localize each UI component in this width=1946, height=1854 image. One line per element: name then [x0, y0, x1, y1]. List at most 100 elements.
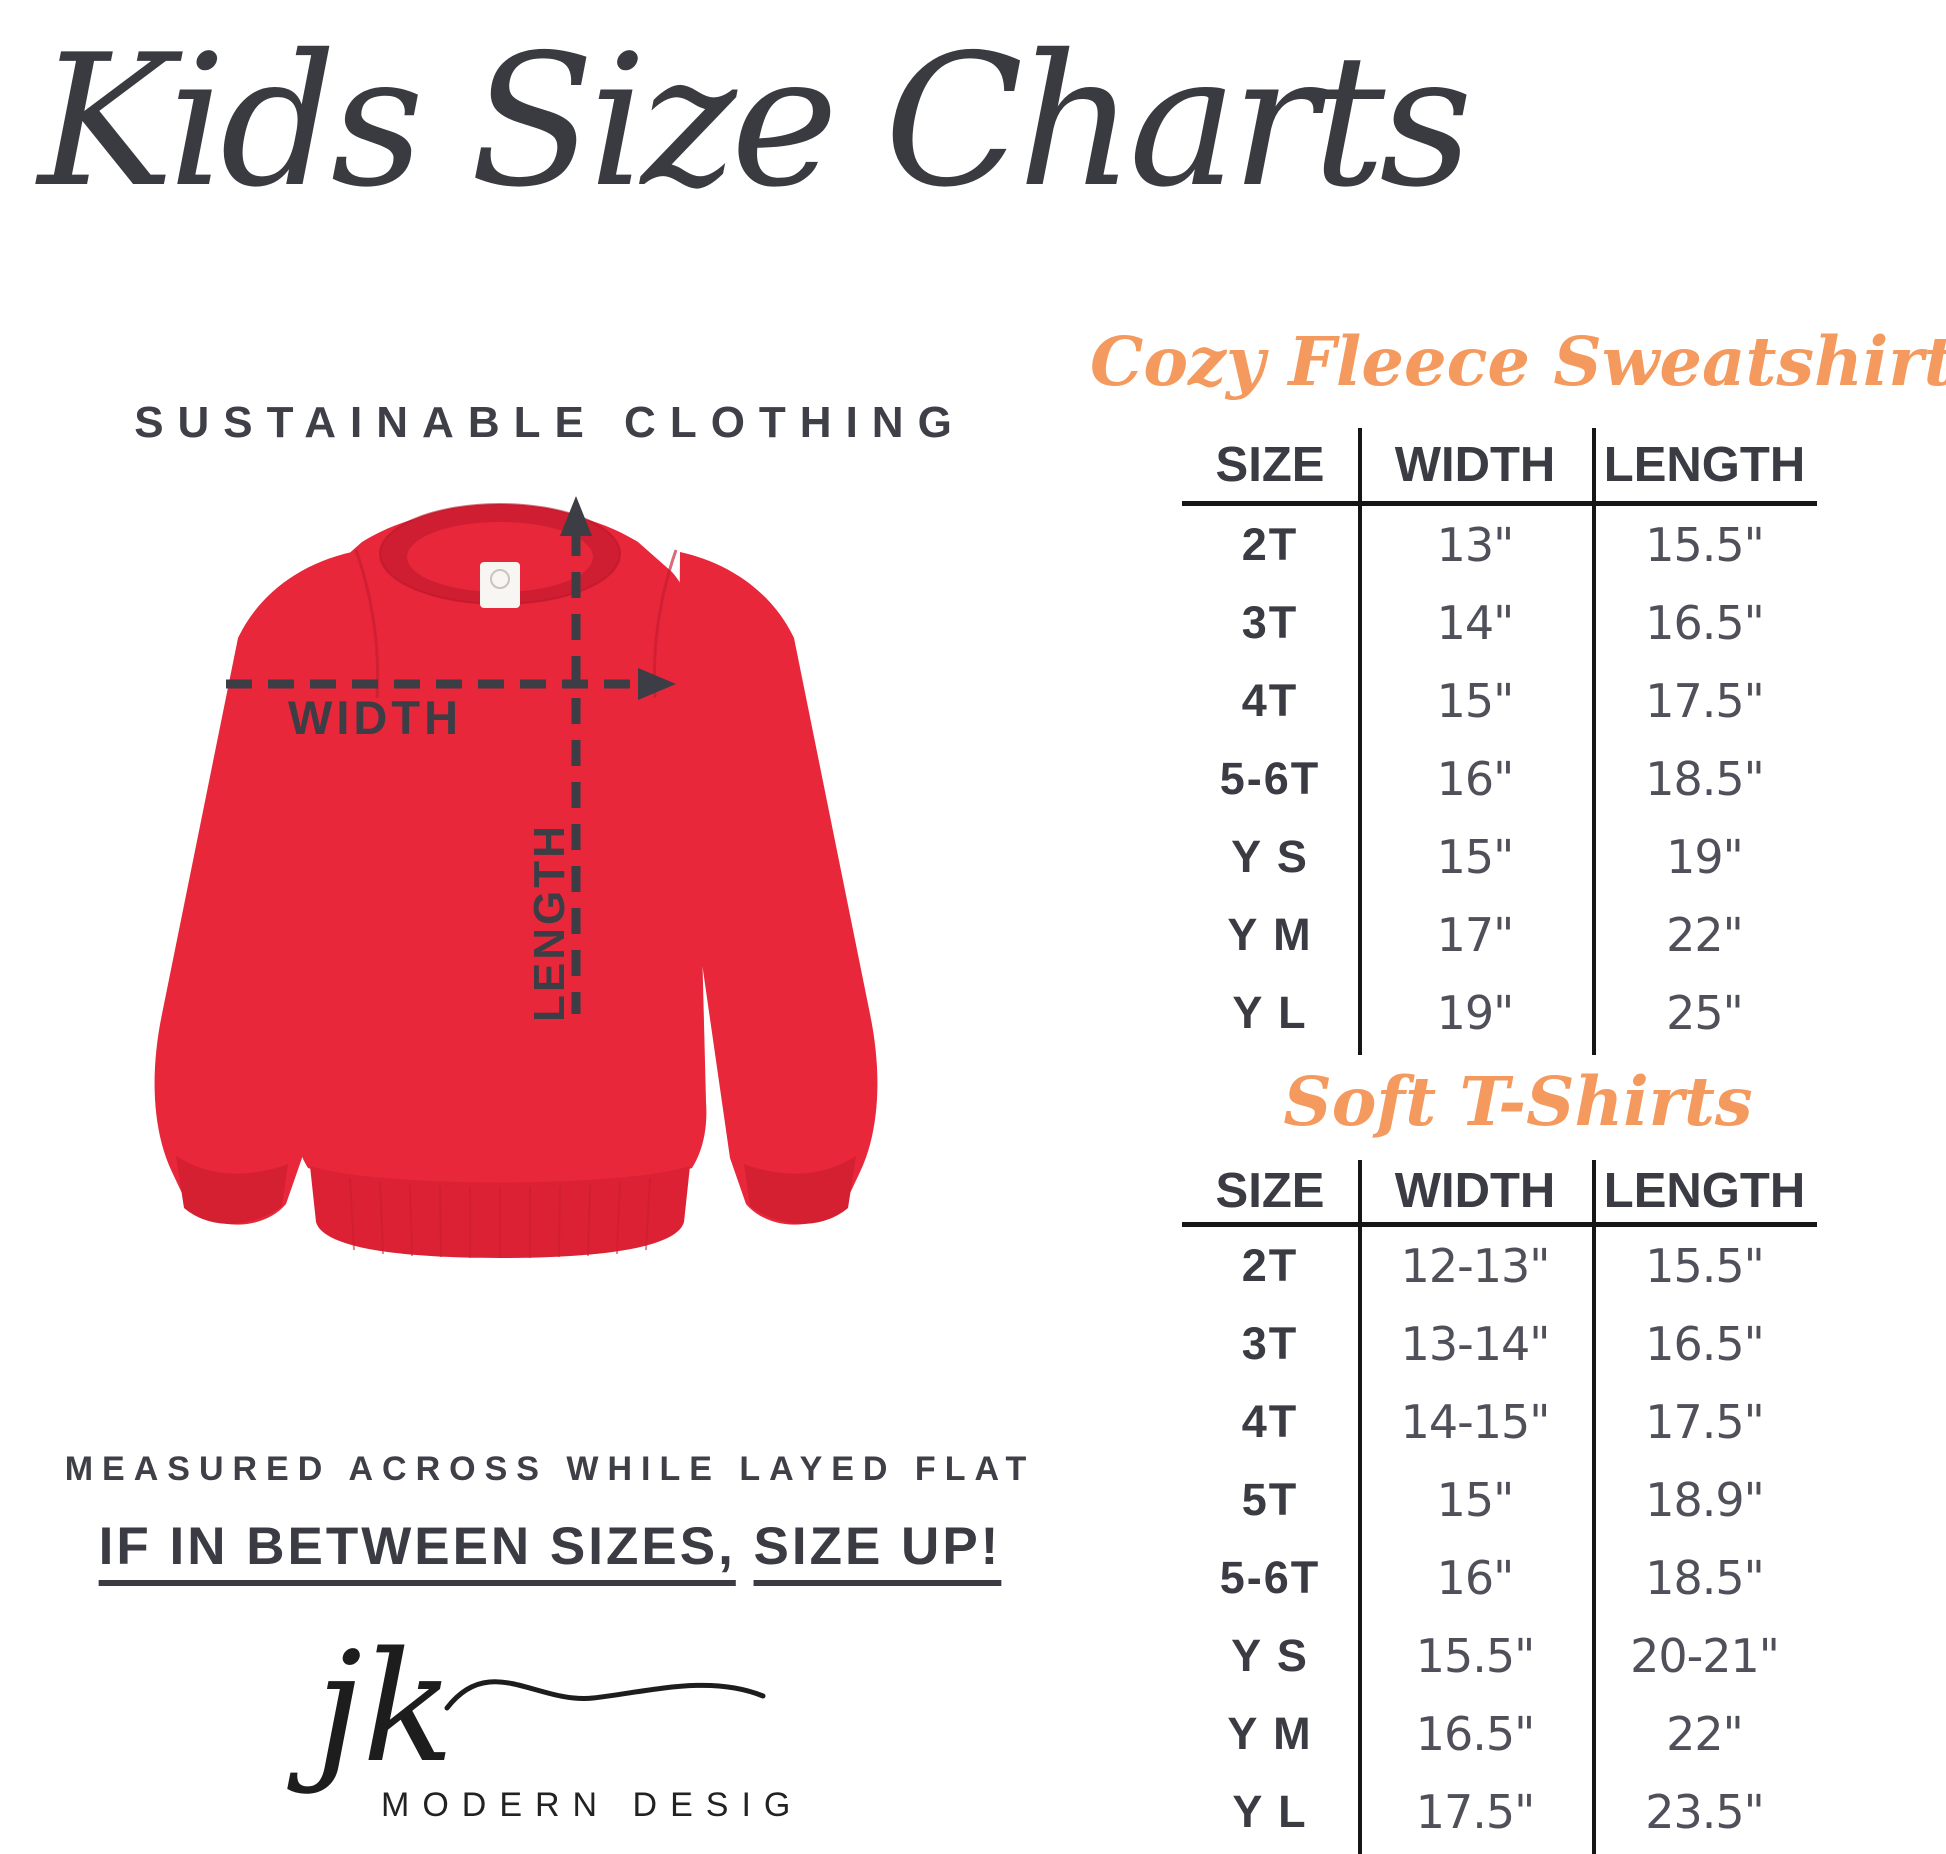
table-row: 5-6T 16" 18.5"	[1182, 740, 1817, 818]
header-length: LENGTH	[1603, 437, 1806, 492]
size-table-sweatshirt: SIZE WIDTH LENGTH 2T 13" 15.5" 3T 14" 16.5" 4T…	[1182, 428, 1817, 1055]
measurement-cell: 15"	[1436, 830, 1515, 884]
table-title-cozy-fleece-sweatshirt: Cozy Fleece Sweatshirt	[1090, 322, 1946, 401]
column-divider	[1592, 428, 1596, 1055]
table-row: Y S 15.5" 20-21"	[1182, 1617, 1817, 1695]
brand-initials: jk	[287, 1619, 454, 1796]
size-cell: 2T	[1241, 519, 1299, 570]
brand-name: MODERN DESIGN	[381, 1786, 805, 1824]
table-row: 4T 14-15" 17.5"	[1182, 1383, 1817, 1461]
table-row: 5T 15" 18.9"	[1182, 1461, 1817, 1539]
table-header: SIZE WIDTH LENGTH	[1182, 1160, 1817, 1227]
page-title: Kids Size Charts	[38, 15, 1473, 227]
width-label: WIDTH	[288, 691, 462, 744]
measurement-cell: 23.5"	[1645, 1785, 1765, 1839]
measurement-cell: 15"	[1436, 1473, 1515, 1527]
sweatshirt-cuffs	[176, 1156, 856, 1224]
measurement-cell: 18.5"	[1645, 1551, 1765, 1605]
length-label: LENGTH	[525, 823, 574, 1022]
table-row: Y L 19" 25"	[1182, 974, 1817, 1052]
size-cell: 4T	[1241, 675, 1299, 726]
header-size: SIZE	[1215, 1164, 1325, 1218]
table-row: Y L 17.5" 23.5"	[1182, 1773, 1817, 1851]
size-up-note-part1: IF IN BETWEEN SIZES,	[98, 1517, 736, 1576]
sweatshirt-body	[293, 508, 707, 1186]
table-row: Y S 15" 19"	[1182, 818, 1817, 896]
header-width: WIDTH	[1394, 437, 1556, 492]
size-cell: Y M	[1227, 909, 1313, 960]
measurement-cell: 19"	[1666, 830, 1744, 884]
header-size: SIZE	[1215, 437, 1325, 492]
size-cell: 2T	[1241, 1240, 1299, 1291]
measurement-cell: 16.5"	[1415, 1707, 1536, 1761]
table-title-soft-t-shirts: Soft T-Shirts	[1283, 1062, 1753, 1141]
size-cell: Y L	[1232, 1786, 1308, 1837]
measurement-cell: 17.5"	[1645, 1395, 1765, 1449]
size-cell: 5-6T	[1219, 753, 1321, 804]
measurement-cell: 22"	[1666, 1707, 1744, 1761]
size-cell: Y S	[1231, 1630, 1309, 1681]
brand-swash	[444, 1679, 766, 1711]
measure-note: MEASURED ACROSS WHILE LAYED FLAT	[64, 1450, 1036, 1488]
measurement-cell: 18.5"	[1645, 752, 1765, 806]
sweatshirt-waistband	[310, 1166, 690, 1258]
measurement-cell: 16"	[1436, 752, 1515, 806]
measurement-cell: 12-13"	[1400, 1239, 1551, 1293]
size-cell: 5-6T	[1219, 1552, 1321, 1603]
table-row: 2T 12-13" 15.5"	[1182, 1227, 1817, 1305]
measurement-cell: 20-21"	[1630, 1629, 1780, 1683]
neck-tag	[480, 562, 520, 608]
sweatshirt-collar	[379, 503, 621, 605]
brand-logo: jk MODERN DESIGN	[287, 1619, 805, 1824]
table-row: Y M 16.5" 22"	[1182, 1695, 1817, 1773]
size-cell: 5T	[1241, 1474, 1299, 1525]
measurement-cell: 15.5"	[1415, 1629, 1536, 1683]
measurement-cell: 19"	[1436, 986, 1515, 1040]
size-up-note-part2: SIZE UP!	[753, 1517, 1002, 1576]
measurement-cell: 22"	[1666, 908, 1744, 962]
table-body: 2T 13" 15.5" 3T 14" 16.5" 4T 15" 17.5" 5-6T 16" 18.…	[1182, 506, 1817, 1052]
table-row: 5-6T 16" 18.5"	[1182, 1539, 1817, 1617]
measurement-cell: 17"	[1436, 908, 1515, 962]
measurement-cell: 14-15"	[1400, 1395, 1551, 1449]
measurement-cell: 16.5"	[1645, 596, 1765, 650]
size-cell: 3T	[1241, 1318, 1299, 1369]
measurement-lines	[226, 530, 636, 1014]
measurement-cell: 15.5"	[1645, 1239, 1765, 1293]
measurement-cell: 18.9"	[1645, 1473, 1765, 1527]
size-cell: 3T	[1241, 597, 1299, 648]
size-up-note: IF IN BETWEEN SIZES, SIZE UP!	[10, 1516, 1090, 1577]
length-arrowhead	[560, 496, 592, 536]
measurement-cell: 17.5"	[1415, 1785, 1536, 1839]
size-cell: Y M	[1227, 1708, 1313, 1759]
measurement-cell: 15.5"	[1645, 518, 1765, 572]
size-cell: Y S	[1231, 831, 1309, 882]
table-header: SIZE WIDTH LENGTH	[1182, 428, 1817, 506]
column-divider	[1358, 1160, 1362, 1854]
measurement-cell: 13"	[1436, 518, 1515, 572]
size-cell: Y L	[1232, 987, 1308, 1038]
measurement-cell: 25"	[1666, 986, 1744, 1040]
sweatshirt-diagram: WIDTH LENGTH	[154, 496, 878, 1258]
width-arrowhead	[638, 668, 676, 700]
column-divider	[1358, 428, 1362, 1055]
header-width: WIDTH	[1394, 1164, 1556, 1218]
table-row: 2T 13" 15.5"	[1182, 506, 1817, 584]
table-row: 3T 13-14" 16.5"	[1182, 1305, 1817, 1383]
measurement-cell: 16"	[1436, 1551, 1515, 1605]
measurement-cell: 14"	[1436, 596, 1515, 650]
measurement-cell: 13-14"	[1400, 1317, 1551, 1371]
column-divider	[1592, 1160, 1596, 1854]
size-cell: 4T	[1241, 1396, 1299, 1447]
table-row: 3T 14" 16.5"	[1182, 584, 1817, 662]
measurement-cell: 16.5"	[1645, 1317, 1765, 1371]
table-row: Y M 17" 22"	[1182, 896, 1817, 974]
header-length: LENGTH	[1603, 1164, 1806, 1218]
table-row: 4T 15" 17.5"	[1182, 662, 1817, 740]
table-body: 2T 12-13" 15.5" 3T 13-14" 16.5" 4T 14-15" 17.5" 5…	[1182, 1227, 1817, 1851]
subtitle-sustainable-clothing: SUSTAINABLE CLOTHING	[134, 398, 966, 447]
measurement-cell: 15"	[1436, 674, 1515, 728]
measurement-cell: 17.5"	[1645, 674, 1765, 728]
size-table-tshirts: SIZE WIDTH LENGTH 2T 12-13" 15.5" 3T 13-14" 1…	[1182, 1160, 1817, 1854]
